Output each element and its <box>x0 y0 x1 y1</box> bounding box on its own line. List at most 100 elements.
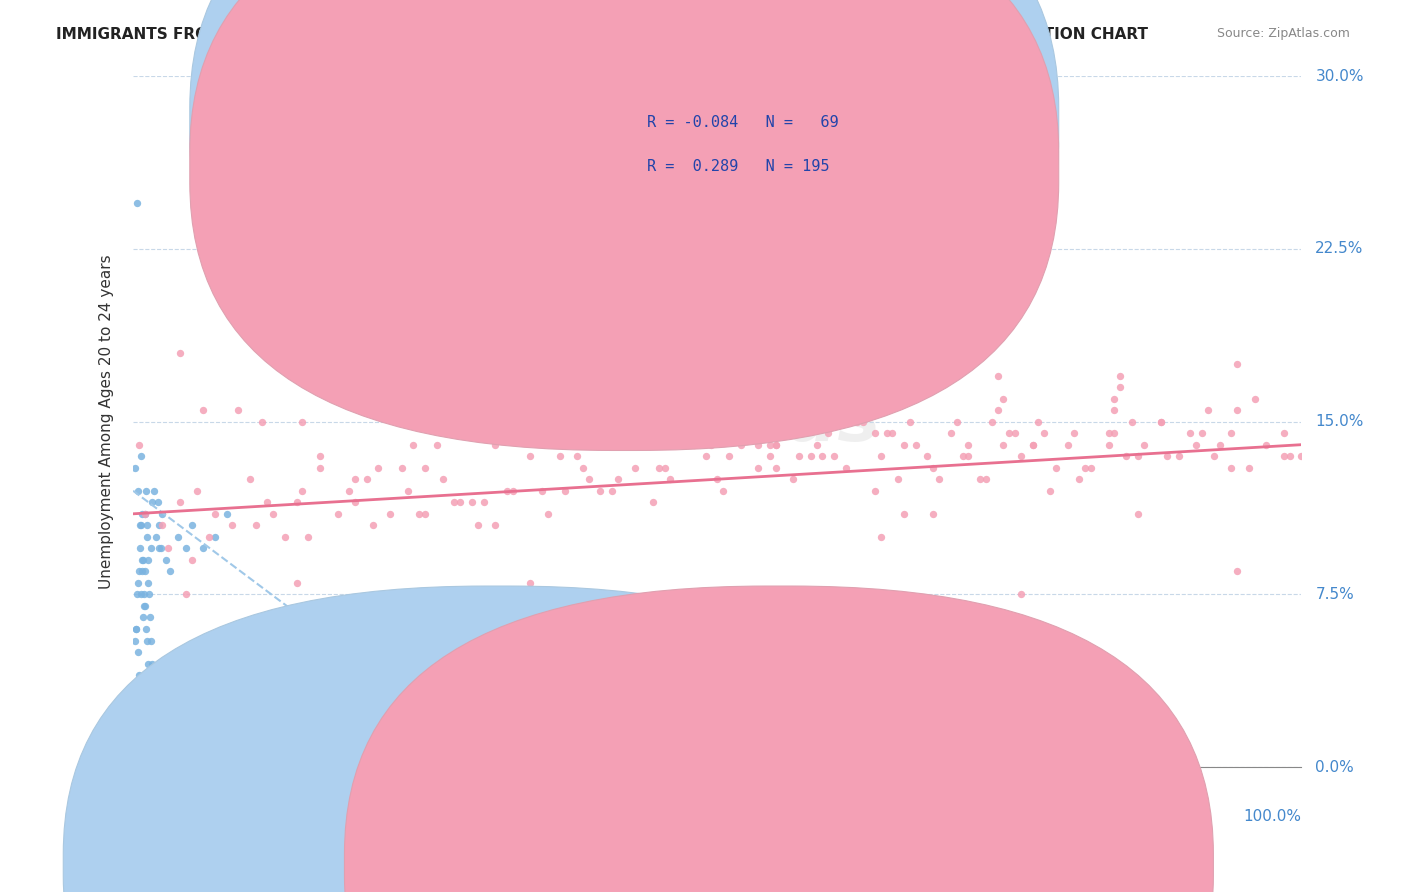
Point <box>1150 415 1173 429</box>
Point <box>129 449 152 463</box>
Point <box>572 460 595 475</box>
Point <box>139 541 162 556</box>
Text: Source: ZipAtlas.com: Source: ZipAtlas.com <box>1216 27 1350 40</box>
Point <box>1272 449 1295 463</box>
Point <box>1256 438 1278 452</box>
Point <box>987 403 1010 417</box>
Point <box>1272 426 1295 441</box>
Text: 0.0%: 0.0% <box>1316 760 1354 775</box>
Point <box>150 507 173 521</box>
Point <box>169 495 191 509</box>
Point <box>309 449 332 463</box>
Point <box>869 449 891 463</box>
Point <box>149 541 172 556</box>
Text: 15.0%: 15.0% <box>1316 414 1364 429</box>
Point <box>1202 449 1225 463</box>
Point <box>519 449 541 463</box>
Point <box>1226 403 1249 417</box>
Text: 22.5%: 22.5% <box>1316 242 1364 256</box>
Point <box>367 460 389 475</box>
Point <box>758 357 780 371</box>
Point <box>974 472 997 486</box>
Point <box>134 599 156 613</box>
Point <box>128 438 150 452</box>
Point <box>141 657 163 671</box>
Point <box>519 392 541 406</box>
Point <box>141 633 163 648</box>
Point <box>1291 449 1313 463</box>
Point <box>689 403 711 417</box>
Point <box>1028 415 1050 429</box>
Text: 30.0%: 30.0% <box>1316 69 1364 84</box>
Point <box>1197 403 1219 417</box>
Point <box>143 737 166 751</box>
Point <box>391 460 413 475</box>
Point <box>142 725 165 739</box>
Point <box>1191 426 1213 441</box>
Point <box>132 610 155 624</box>
Text: ZIPatlas: ZIPatlas <box>554 387 882 456</box>
Point <box>922 507 945 521</box>
Point <box>127 576 149 591</box>
Point <box>589 438 612 452</box>
Point <box>150 518 173 533</box>
Point <box>1104 403 1126 417</box>
Point <box>758 438 780 452</box>
Point <box>1004 426 1026 441</box>
Point <box>128 565 150 579</box>
Point <box>524 380 547 394</box>
Point <box>135 483 157 498</box>
Point <box>145 530 167 544</box>
Point <box>782 472 804 486</box>
Point <box>484 438 506 452</box>
Point <box>898 415 921 429</box>
Point <box>730 438 752 452</box>
Point <box>496 483 519 498</box>
Point <box>1243 392 1265 406</box>
Point <box>155 553 177 567</box>
Point <box>537 507 560 521</box>
Point <box>1109 368 1132 383</box>
Point <box>198 530 221 544</box>
Point <box>957 438 980 452</box>
Text: 100.0%: 100.0% <box>1243 809 1302 823</box>
Point <box>426 438 449 452</box>
Point <box>508 415 530 429</box>
Point <box>752 380 775 394</box>
Point <box>449 495 471 509</box>
Point <box>882 426 904 441</box>
Point <box>922 460 945 475</box>
Point <box>262 507 284 521</box>
Point <box>787 449 810 463</box>
Point <box>135 622 157 636</box>
Point <box>695 449 717 463</box>
Point <box>1180 426 1202 441</box>
Text: 7.5%: 7.5% <box>1316 587 1354 602</box>
Point <box>337 483 360 498</box>
Point <box>148 541 170 556</box>
Point <box>142 680 165 694</box>
Point <box>893 438 915 452</box>
Point <box>1021 438 1043 452</box>
Point <box>413 507 436 521</box>
Point <box>876 368 898 383</box>
Point <box>139 691 162 706</box>
Point <box>413 460 436 475</box>
Point <box>204 530 226 544</box>
Point <box>145 714 167 729</box>
Point <box>817 426 839 441</box>
Point <box>1069 472 1091 486</box>
Point <box>834 460 856 475</box>
Point <box>309 460 332 475</box>
Point <box>863 483 886 498</box>
Point <box>141 495 163 509</box>
Point <box>125 622 148 636</box>
Point <box>166 530 188 544</box>
Point <box>630 426 652 441</box>
Point <box>519 576 541 591</box>
Point <box>145 742 167 756</box>
Text: R = -0.084   N =   69: R = -0.084 N = 69 <box>647 115 838 129</box>
Point <box>1063 426 1085 441</box>
Point <box>1121 415 1143 429</box>
Point <box>1185 438 1208 452</box>
